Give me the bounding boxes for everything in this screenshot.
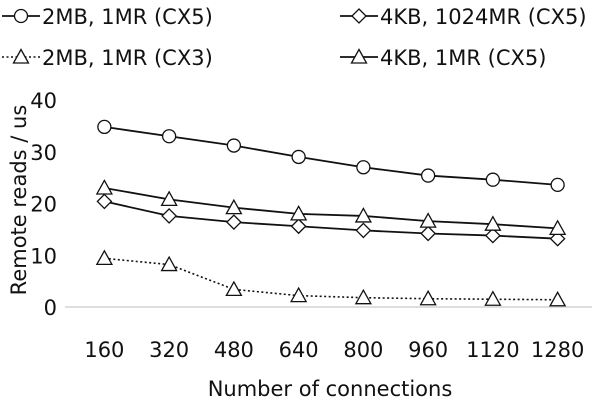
data-point-marker: [484, 215, 502, 231]
data-point-marker: [549, 290, 567, 307]
series-line: [104, 187, 558, 230]
x-tick-label: 640: [279, 338, 319, 362]
data-point-marker: [549, 219, 567, 235]
x-tick-labels: 160 320 480 640 800 960 1120 1280: [84, 338, 584, 362]
data-point-marker: [225, 198, 243, 215]
x-tick-label: 160: [84, 338, 124, 362]
data-point-marker: [160, 190, 178, 207]
data-point-marker: [95, 179, 113, 195]
legend-marker: [12, 48, 30, 64]
data-point-marker: [160, 255, 178, 272]
legend-item: 4KB, 1024MR (CX5): [340, 5, 587, 29]
y-axis-label: Remote reads / us: [7, 105, 31, 296]
data-point-marker: [550, 177, 565, 193]
data-point-marker: [354, 288, 372, 305]
y-tick-label: 20: [30, 193, 57, 217]
data-point-marker: [485, 172, 501, 187]
x-tick-label: 320: [149, 338, 189, 362]
series-line: [104, 257, 558, 301]
data-point-marker: [225, 280, 243, 297]
legend-marker: [351, 8, 367, 24]
series-line: [104, 126, 558, 186]
data-point-marker: [95, 249, 113, 266]
data-point-marker: [420, 225, 437, 242]
legend-label: 4KB, 1MR (CX5): [380, 46, 546, 70]
data-point-marker: [356, 160, 371, 175]
y-tick-label: 0: [44, 296, 57, 320]
data-point-marker: [290, 205, 308, 221]
x-axis-label: Number of connections: [208, 377, 453, 401]
legend: 2MB, 1MR (CX5) 2MB, 1MR (CX3) 4KB, 1024MR …: [2, 5, 587, 70]
x-tick-label: 480: [214, 338, 254, 362]
legend-marker: [13, 8, 29, 24]
y-tick-label: 40: [30, 89, 57, 113]
data-point-marker: [290, 286, 308, 303]
data-point-marker: [96, 193, 113, 210]
series-group: [95, 119, 567, 307]
data-point-marker: [419, 289, 437, 306]
series-line: [104, 200, 558, 240]
x-tick-label: 960: [408, 338, 448, 362]
legend-item: 4KB, 1MR (CX5): [340, 46, 546, 70]
x-tick-label: 1120: [466, 338, 519, 362]
series-2: [96, 193, 566, 247]
x-tick-label: 800: [343, 338, 383, 362]
legend-label: 2MB, 1MR (CX3): [42, 46, 213, 70]
series-4: [95, 179, 567, 235]
data-point-marker: [97, 119, 112, 135]
data-point-marker: [549, 230, 566, 247]
series-1: [97, 119, 565, 193]
y-tick-labels: 0 10 20 30 40: [30, 89, 57, 320]
data-point-marker: [419, 212, 437, 228]
x-tick-label: 1280: [531, 338, 584, 362]
data-point-marker: [420, 168, 436, 183]
data-point-marker: [161, 129, 177, 144]
data-point-marker: [484, 290, 502, 306]
legend-marker: [350, 48, 368, 64]
y-tick-label: 10: [30, 244, 57, 268]
data-point-marker: [226, 138, 242, 153]
legend-label: 2MB, 1MR (CX5): [42, 5, 213, 29]
data-point-marker: [355, 222, 372, 239]
legend-label: 4KB, 1024MR (CX5): [380, 5, 587, 29]
legend-item: 2MB, 1MR (CX3): [2, 46, 213, 70]
y-tick-label: 30: [30, 141, 57, 165]
data-point-marker: [291, 149, 306, 165]
data-point-marker: [290, 218, 307, 235]
series-3: [95, 249, 567, 307]
data-point-marker: [225, 214, 242, 231]
data-point-marker: [354, 207, 372, 223]
data-point-marker: [161, 208, 178, 224]
legend-item: 2MB, 1MR (CX5): [2, 5, 213, 29]
data-point-marker: [484, 227, 501, 244]
